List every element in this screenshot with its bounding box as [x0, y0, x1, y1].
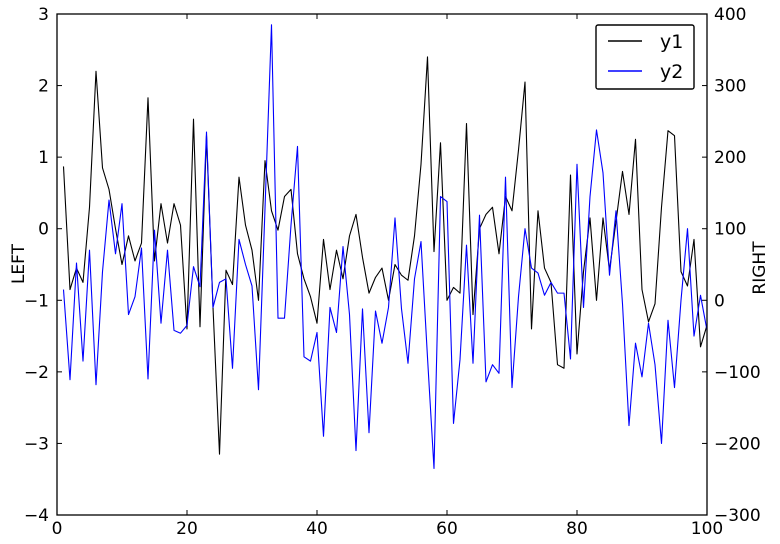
- legend-label-y1: y1: [660, 31, 683, 53]
- left-tick-label: 0: [38, 220, 49, 240]
- x-tick-label: 40: [306, 519, 328, 539]
- right-tick-label: 0: [714, 291, 725, 311]
- right-tick-label: 300: [714, 77, 746, 97]
- left-tick-label: 1: [38, 148, 49, 168]
- y1-line: [62, 56, 708, 455]
- left-tick-label: −4: [24, 506, 49, 526]
- left-tick-label: 3: [38, 5, 49, 25]
- left-tick-label: 2: [38, 77, 49, 97]
- legend-label-y2: y2: [660, 61, 683, 83]
- x-tick-label: 20: [176, 519, 198, 539]
- right-tick-label: −100: [714, 363, 761, 383]
- right-tick-label: −200: [714, 434, 761, 454]
- plot-border: [56, 13, 708, 516]
- left-tick-label: −1: [24, 291, 49, 311]
- x-tick-label: 100: [691, 519, 723, 539]
- x-tick-label: 0: [52, 519, 63, 539]
- x-tick-label: 60: [436, 519, 458, 539]
- y2-line: [62, 24, 708, 470]
- left-tick-label: −3: [24, 434, 49, 454]
- x-tick-label: 80: [566, 519, 588, 539]
- right-tick-label: 100: [714, 220, 746, 240]
- left-axis-title: LEFT: [9, 243, 29, 285]
- right-tick-label: −300: [714, 506, 761, 526]
- right-tick-label: 200: [714, 148, 746, 168]
- right-tick-label: 400: [714, 5, 746, 25]
- right-axis-title: RIGHT: [750, 241, 770, 295]
- left-tick-label: −2: [24, 363, 49, 383]
- plot-background: [57, 14, 707, 515]
